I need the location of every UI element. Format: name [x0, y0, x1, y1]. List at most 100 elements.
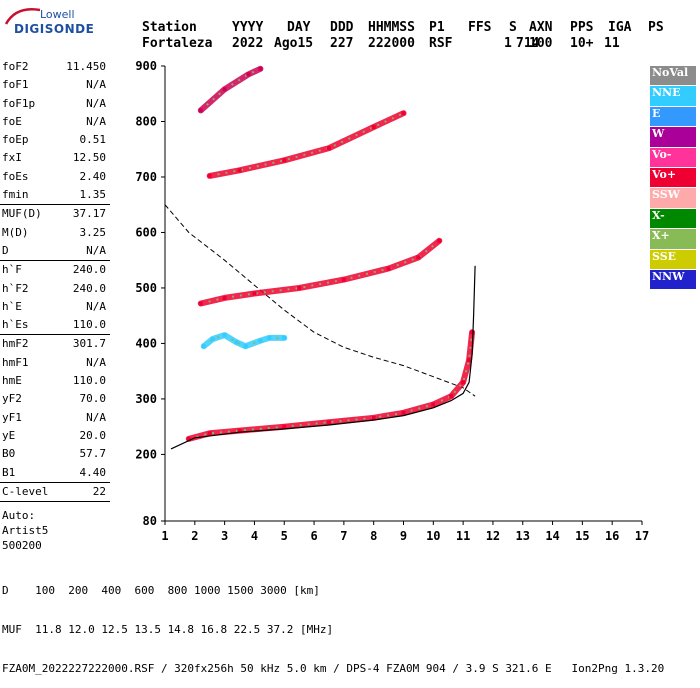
- trace-point: [437, 238, 442, 243]
- param-value: 110.0: [72, 318, 106, 332]
- param-row: foEs 2.40: [0, 168, 110, 186]
- legend-item-w: W: [650, 127, 696, 147]
- param-name: h`F2: [2, 281, 29, 295]
- x-tick-label: 6: [310, 529, 317, 543]
- param-value: 4.40: [79, 465, 107, 479]
- legend-item-x-: X-: [650, 208, 696, 229]
- param-value: 2.40: [79, 169, 107, 183]
- y-tick-label: 80: [143, 514, 157, 528]
- x-tick-label: 9: [400, 529, 407, 543]
- param-name: foEp: [2, 133, 29, 147]
- x-tick-label: 5: [281, 529, 288, 543]
- x-tick-label: 14: [545, 529, 559, 543]
- legend-item-nnw: NNW: [650, 269, 696, 290]
- trace-point: [198, 108, 203, 113]
- y-tick-label: 800: [135, 114, 157, 128]
- x-tick-label: 17: [635, 529, 649, 543]
- param-row: foEp 0.51: [0, 131, 110, 149]
- trace-point: [371, 125, 376, 130]
- trace-point: [186, 436, 191, 441]
- param-value: N/A: [86, 78, 106, 92]
- param-separator: [0, 260, 110, 262]
- legend-item-vo-: Vo+: [650, 167, 696, 188]
- trace-point: [326, 420, 331, 425]
- logo-swoosh-icon: [4, 8, 41, 25]
- dashed-curve-line: [164, 204, 476, 397]
- ionogram-plot: 1 2 3 4 5 6 7 8 9 10 11 12 13 14 15 16 17802003004005006…: [135, 59, 649, 543]
- param-value: N/A: [86, 243, 106, 257]
- param-separator: [0, 204, 110, 206]
- trace-point: [210, 337, 215, 341]
- param-row: yE 20.0: [0, 427, 110, 445]
- parameter-panel: foF2 11.450 foF1 N/A foF1p N/A foE N/A foEp 0.51 f…: [0, 58, 110, 553]
- trace-band: [197, 237, 443, 307]
- dashed-curve: [164, 204, 476, 397]
- x-tick-label: 1: [161, 529, 168, 543]
- param-row: B1 4.40: [0, 464, 110, 482]
- param-name: foF2: [2, 60, 29, 73]
- header-label-2: DAY: [287, 20, 311, 35]
- trace-point: [222, 295, 227, 300]
- param-value: 0.51: [79, 133, 107, 147]
- param-name: C-level: [2, 484, 49, 498]
- echo-traces: [185, 65, 476, 442]
- auto-info-line: Auto:: [2, 509, 36, 523]
- param-row: h`F 240.0: [0, 261, 110, 279]
- param-name: B1: [2, 465, 16, 479]
- profile-curve: [170, 265, 476, 450]
- y-tick-label: 500: [135, 281, 157, 295]
- legend-item-sse: SSE: [650, 249, 696, 269]
- trace-point: [207, 431, 212, 436]
- header-label-6: FFS: [468, 20, 492, 35]
- x-tick-label: 12: [486, 529, 500, 543]
- header-value-6: 1: [504, 36, 512, 51]
- y-tick-label: 600: [135, 225, 157, 239]
- x-tick-label: 15: [575, 529, 589, 543]
- legend-item-noval: NoVal: [650, 66, 696, 86]
- param-value: 301.7: [72, 337, 106, 351]
- trace-band: [206, 110, 407, 179]
- trace-point: [267, 335, 272, 340]
- trace-point: [467, 358, 472, 363]
- legend-item-nne: NNE: [650, 86, 696, 106]
- trace-point: [282, 335, 287, 340]
- trace-point: [416, 255, 421, 260]
- trace-point: [341, 277, 346, 282]
- header-label-7: S: [509, 20, 517, 35]
- trace-point: [386, 266, 391, 271]
- x-tick-label: 2: [191, 529, 198, 543]
- param-row: MUF(D) 37.17: [0, 205, 110, 223]
- trace-group: [200, 332, 288, 350]
- param-name: yF2: [2, 392, 22, 406]
- header-label-1: YYYY: [232, 20, 264, 35]
- trace-point: [252, 291, 257, 296]
- param-value: 240.0: [72, 281, 106, 295]
- trace-point: [297, 285, 302, 290]
- param-value: 11.450: [66, 60, 106, 73]
- param-row: D N/A: [0, 242, 110, 260]
- header-label-3: DDD: [330, 20, 354, 35]
- digisonde-logo: Lowell DIGISONDE: [4, 6, 104, 46]
- y-tick-label: 300: [135, 392, 157, 406]
- trace-point: [371, 415, 376, 420]
- trace-group: [185, 329, 476, 442]
- param-row: M(D) 3.25: [0, 224, 110, 242]
- param-name: foE: [2, 114, 22, 128]
- trace-group: [197, 237, 443, 307]
- param-row: foF1p N/A: [0, 95, 110, 113]
- param-name: h`E: [2, 299, 22, 313]
- legend-item-ssw: SSW: [650, 188, 696, 208]
- trace-x-mode: [209, 112, 404, 177]
- trace-point: [198, 301, 203, 306]
- header-value-5: RSF: [429, 36, 453, 51]
- header-value-2: Ago15: [274, 36, 314, 51]
- trace-point: [201, 344, 206, 349]
- param-row: h`F2 240.0: [0, 280, 110, 298]
- param-name: h`Es: [2, 318, 29, 332]
- param-row: C-level 22: [0, 483, 110, 501]
- trace-point: [222, 333, 227, 338]
- trace-point: [207, 173, 212, 178]
- param-value: 22: [92, 484, 106, 498]
- footer-file-line: FZA0M_2022227222000.RSF / 320fx256h 50 k…: [2, 662, 665, 675]
- y-tick-label: 200: [135, 447, 157, 461]
